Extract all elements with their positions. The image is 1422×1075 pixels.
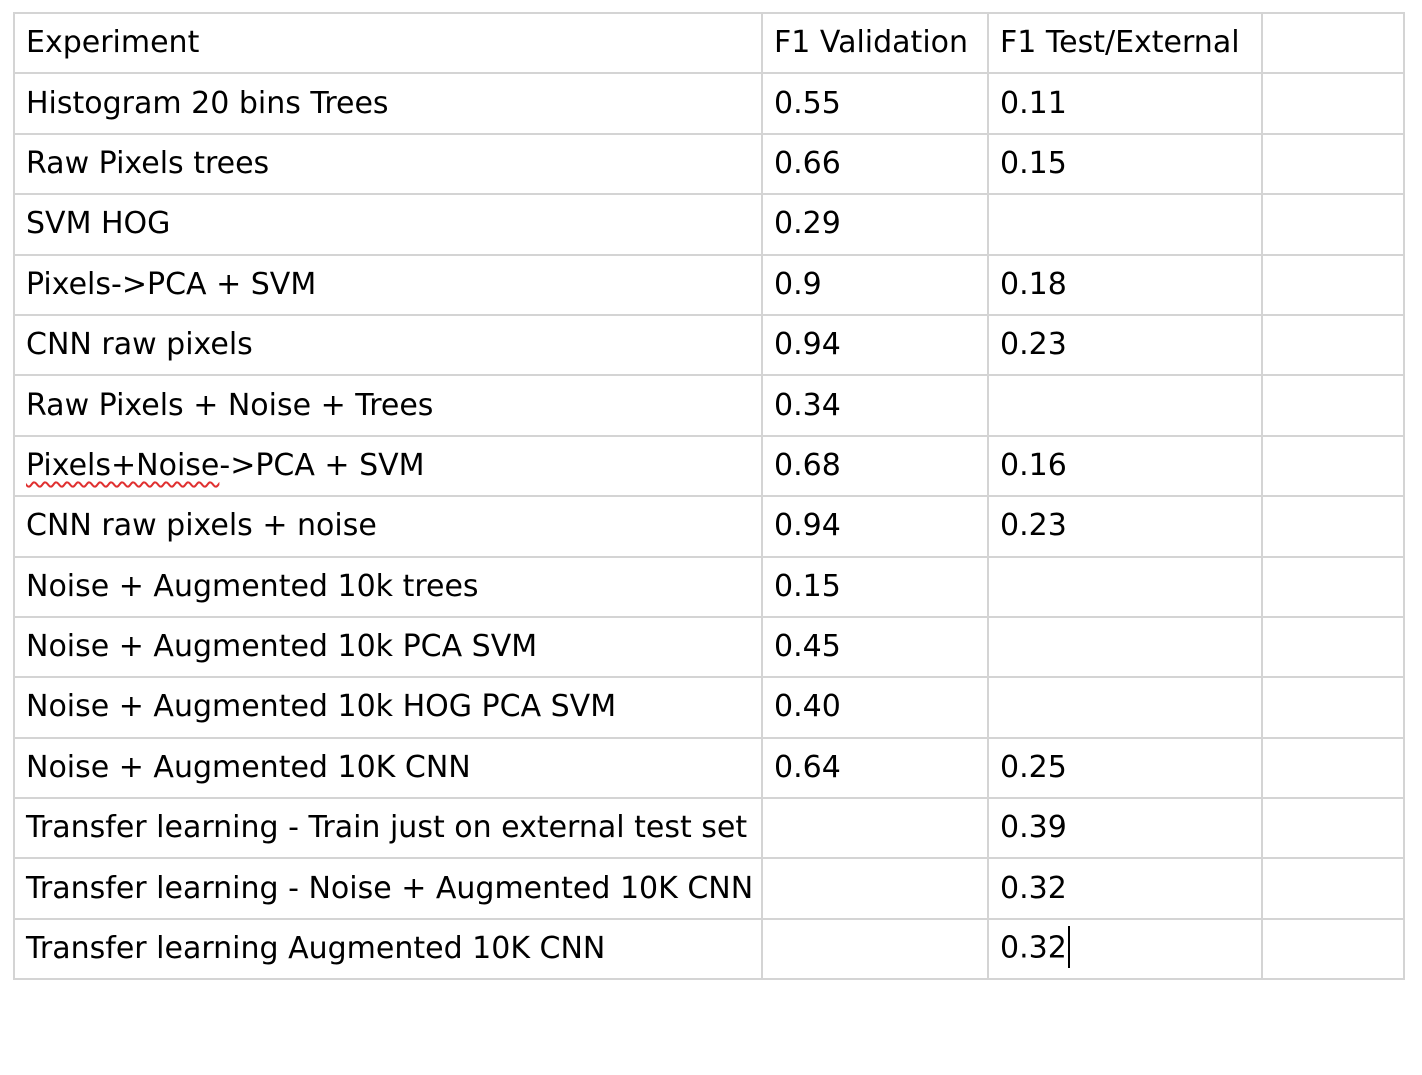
empty-cell[interactable] [1261, 72, 1405, 135]
header-f1-test[interactable]: F1 Test/External [987, 11, 1263, 75]
f1-validation-cell[interactable]: 0.94 [761, 313, 989, 377]
f1-test-cell[interactable]: 0.32 [987, 857, 1263, 920]
results-table: Experiment F1 Validation F1 Test/Externa… [13, 11, 1405, 981]
experiment-cell[interactable]: Histogram 20 bins Trees [13, 72, 763, 135]
empty-cell[interactable] [1261, 132, 1405, 196]
f1-test-cell[interactable]: 0.25 [987, 736, 1263, 800]
empty-cell[interactable] [1261, 917, 1405, 981]
experiment-cell[interactable]: Transfer learning - Train just on extern… [13, 797, 763, 860]
spellcheck-flagged-text[interactable]: Pixels+Noise [26, 447, 220, 483]
table-row: Transfer learning Augmented 10K CNN 0.32 [13, 917, 1405, 981]
header-empty[interactable] [1261, 11, 1405, 75]
f1-validation-cell[interactable]: 0.94 [761, 495, 989, 558]
f1-validation-cell[interactable]: 0.15 [761, 555, 989, 618]
empty-cell[interactable] [1261, 193, 1405, 256]
experiment-cell[interactable]: Noise + Augmented 10k PCA SVM [13, 615, 763, 679]
table-row: Noise + Augmented 10K CNN 0.64 0.25 [13, 736, 1405, 800]
f1-validation-cell[interactable]: 0.29 [761, 193, 989, 256]
empty-cell[interactable] [1261, 857, 1405, 920]
empty-cell[interactable] [1261, 495, 1405, 558]
empty-cell[interactable] [1261, 313, 1405, 377]
empty-cell[interactable] [1261, 736, 1405, 800]
experiment-cell[interactable]: Raw Pixels + Noise + Trees [13, 374, 763, 437]
empty-cell[interactable] [1261, 253, 1405, 316]
f1-validation-cell[interactable] [761, 797, 989, 860]
experiment-cell[interactable]: Noise + Augmented 10K CNN [13, 736, 763, 800]
experiment-text: ->PCA + SVM [219, 447, 425, 483]
table-row: Noise + Augmented 10k PCA SVM 0.45 [13, 615, 1405, 679]
f1-test-cell[interactable]: 0.39 [987, 797, 1263, 860]
experiment-cell[interactable]: Raw Pixels trees [13, 132, 763, 196]
empty-cell[interactable] [1261, 374, 1405, 437]
table-row: Pixels->PCA + SVM 0.9 0.18 [13, 253, 1405, 316]
f1-test-cell[interactable]: 0.16 [987, 434, 1263, 498]
f1-test-cell[interactable] [987, 555, 1263, 618]
table-row: CNN raw pixels + noise 0.94 0.23 [13, 495, 1405, 558]
table-row: Noise + Augmented 10k HOG PCA SVM 0.40 [13, 676, 1405, 739]
experiment-cell[interactable]: Transfer learning - Noise + Augmented 10… [13, 857, 763, 920]
table-row: Transfer learning - Train just on extern… [13, 797, 1405, 860]
empty-cell[interactable] [1261, 555, 1405, 618]
f1-test-cell[interactable]: 0.11 [987, 72, 1263, 135]
f1-test-cell[interactable]: 0.15 [987, 132, 1263, 196]
f1-test-cell[interactable] [987, 374, 1263, 437]
experiment-cell[interactable]: Pixels+Noise->PCA + SVM [13, 434, 763, 498]
table-row: Raw Pixels + Noise + Trees 0.34 [13, 374, 1405, 437]
f1-test-cell[interactable] [987, 615, 1263, 679]
f1-test-cell-with-cursor[interactable]: 0.32 [987, 917, 1263, 981]
experiment-cell[interactable]: Noise + Augmented 10k trees [13, 555, 763, 618]
f1-validation-cell[interactable]: 0.9 [761, 253, 989, 316]
f1-test-cell[interactable]: 0.23 [987, 313, 1263, 377]
f1-validation-cell[interactable]: 0.55 [761, 72, 989, 135]
f1-test-cell[interactable]: 0.18 [987, 253, 1263, 316]
f1-test-cell[interactable]: 0.23 [987, 495, 1263, 558]
experiment-cell[interactable]: Transfer learning Augmented 10K CNN [13, 917, 763, 981]
experiment-cell[interactable]: Noise + Augmented 10k HOG PCA SVM [13, 676, 763, 739]
f1-test-value: 0.32 [1000, 930, 1067, 966]
table-row: Transfer learning - Noise + Augmented 10… [13, 857, 1405, 920]
table-row: Pixels+Noise->PCA + SVM 0.68 0.16 [13, 434, 1405, 498]
experiment-cell[interactable]: SVM HOG [13, 193, 763, 256]
empty-cell[interactable] [1261, 615, 1405, 679]
experiment-cell[interactable]: CNN raw pixels [13, 313, 763, 377]
f1-test-cell[interactable] [987, 676, 1263, 739]
table-row: SVM HOG 0.29 [13, 193, 1405, 256]
table-header-row: Experiment F1 Validation F1 Test/Externa… [13, 11, 1405, 75]
header-f1-validation[interactable]: F1 Validation [761, 11, 989, 75]
f1-validation-cell[interactable]: 0.40 [761, 676, 989, 739]
empty-cell[interactable] [1261, 797, 1405, 860]
empty-cell[interactable] [1261, 434, 1405, 498]
text-cursor [1067, 926, 1070, 969]
table-row: CNN raw pixels 0.94 0.23 [13, 313, 1405, 377]
table-row: Histogram 20 bins Trees 0.55 0.11 [13, 72, 1405, 135]
table-row: Noise + Augmented 10k trees 0.15 [13, 555, 1405, 618]
f1-validation-cell[interactable]: 0.64 [761, 736, 989, 800]
f1-validation-cell[interactable]: 0.68 [761, 434, 989, 498]
f1-validation-cell[interactable]: 0.66 [761, 132, 989, 196]
experiment-cell[interactable]: Pixels->PCA + SVM [13, 253, 763, 316]
f1-test-cell[interactable] [987, 193, 1263, 256]
header-experiment[interactable]: Experiment [13, 11, 763, 75]
empty-cell[interactable] [1261, 676, 1405, 739]
experiment-cell[interactable]: CNN raw pixels + noise [13, 495, 763, 558]
f1-validation-cell[interactable]: 0.45 [761, 615, 989, 679]
f1-validation-cell[interactable] [761, 917, 989, 981]
table-row: Raw Pixels trees 0.66 0.15 [13, 132, 1405, 196]
f1-validation-cell[interactable] [761, 857, 989, 920]
f1-validation-cell[interactable]: 0.34 [761, 374, 989, 437]
